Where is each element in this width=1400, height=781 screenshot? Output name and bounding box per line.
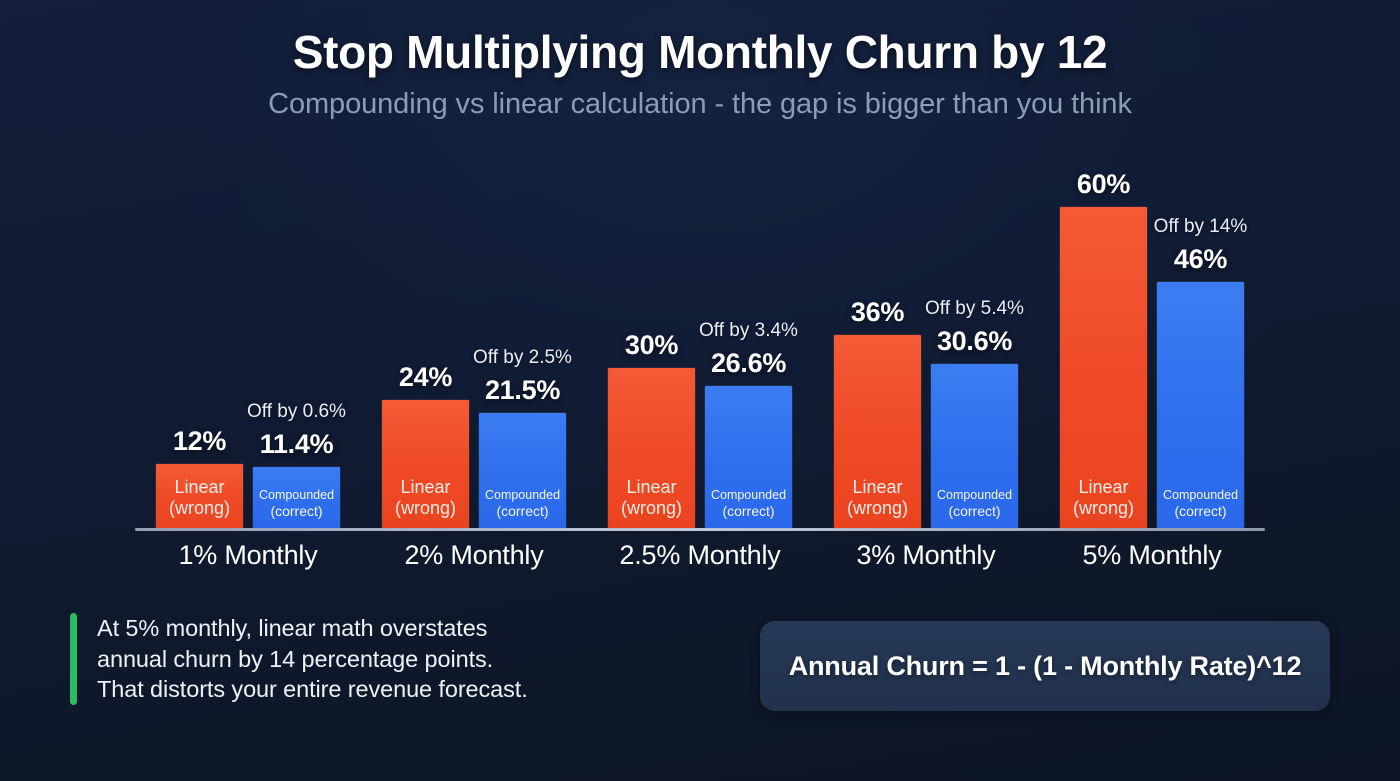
value-label-linear: 24% [398,361,453,392]
delta-annotation: Off by 14% [1153,215,1248,237]
category-label: 1% Monthly [178,540,318,570]
category-label: 3% Monthly [856,540,996,570]
bar-linear[interactable]: Linear (wrong) [156,463,243,528]
bar-group: Linear (wrong) Compounded (correct) 30% 26.6%… [587,0,813,600]
formula-text: Annual Churn = 1 - (1 - Monthly Rate)^12 [788,650,1302,681]
bar-chart-plot: Linear (wrong) Compounded (correct) 12% 11.4%… [135,0,1265,600]
bar-linear[interactable]: Linear (wrong) [834,335,921,528]
bar-linear-label: Linear (wrong) [394,477,456,519]
bar-linear-label: Linear (wrong) [168,477,230,519]
bar-linear[interactable]: Linear (wrong) [608,367,695,528]
category-label: 5% Monthly [1082,540,1222,570]
callout-line-1: At 5% monthly, linear math overstates [97,615,488,641]
value-label-linear: 36% [850,297,905,328]
value-label-compounded: 46% [1173,243,1228,274]
delta-annotation: Off by 0.6% [247,401,346,422]
bar-linear[interactable]: Linear (wrong) [382,399,469,528]
bar-group: Linear (wrong) Compounded (correct) 24% 21.5%… [361,0,587,600]
value-label-compounded: 30.6% [936,326,1013,357]
value-label-compounded: 26.6% [710,347,787,378]
bar-group: Linear (wrong) Compounded (correct) 60% 46% Of… [1039,0,1265,600]
x-axis-line [135,528,1265,531]
callout-line-3: That distorts your entire revenue foreca… [97,676,528,703]
page-title: Stop Multiplying Monthly Churn by 12 [292,26,1108,78]
bar-group: Linear (wrong) Compounded (correct) 36% 30.6%… [813,0,1039,600]
value-label-linear: 30% [624,329,679,360]
category-label: 2% Monthly [404,540,544,570]
chart-header: Stop Multiplying Monthly Churn by 12 Com… [0,26,1400,121]
bar-linear-label: Linear (wrong) [1072,477,1134,519]
value-label-compounded: 11.4% [259,429,334,459]
bar-compounded[interactable]: Compounded (correct) [479,412,566,528]
delta-annotation: Off by 2.5% [473,346,572,368]
bar-compounded-label: Compounded (correct) [710,488,787,519]
bar-compounded[interactable]: Compounded (correct) [253,467,340,528]
callout-accent-bar [70,613,77,705]
value-label-linear: 60% [1076,169,1131,199]
bar-compounded[interactable]: Compounded (correct) [931,364,1018,528]
bar-compounded[interactable]: Compounded (correct) [705,385,792,528]
formula-card: Annual Churn = 1 - (1 - Monthly Rate)^12 [760,621,1330,711]
callout-line-2: annual churn by 14 percentage points. [97,645,494,672]
delta-annotation: Off by 3.4% [699,319,798,341]
bar-linear-label: Linear (wrong) [846,477,908,519]
category-label: 2.5% Monthly [619,540,781,570]
insight-callout: At 5% monthly, linear math overstates an… [70,613,670,705]
bar-compounded-label: Compounded (correct) [936,488,1013,519]
bar-compounded-label: Compounded (correct) [1162,488,1239,519]
bar-compounded-label: Compounded (correct) [484,488,561,519]
callout-text: At 5% monthly, linear math overstates an… [97,613,528,705]
value-label-compounded: 21.5% [484,374,561,405]
value-label-linear: 12% [172,425,227,456]
bar-linear[interactable]: Linear (wrong) [1060,207,1147,528]
delta-annotation: Off by 5.4% [925,298,1024,320]
bar-compounded-label: Compounded (correct) [258,488,335,519]
page-subtitle: Compounding vs linear calculation - the … [268,87,1132,120]
bar-linear-label: Linear (wrong) [620,477,682,519]
bar-compounded[interactable]: Compounded (correct) [1157,281,1244,528]
bar-group: Linear (wrong) Compounded (correct) 12% 11.4%… [135,0,361,600]
